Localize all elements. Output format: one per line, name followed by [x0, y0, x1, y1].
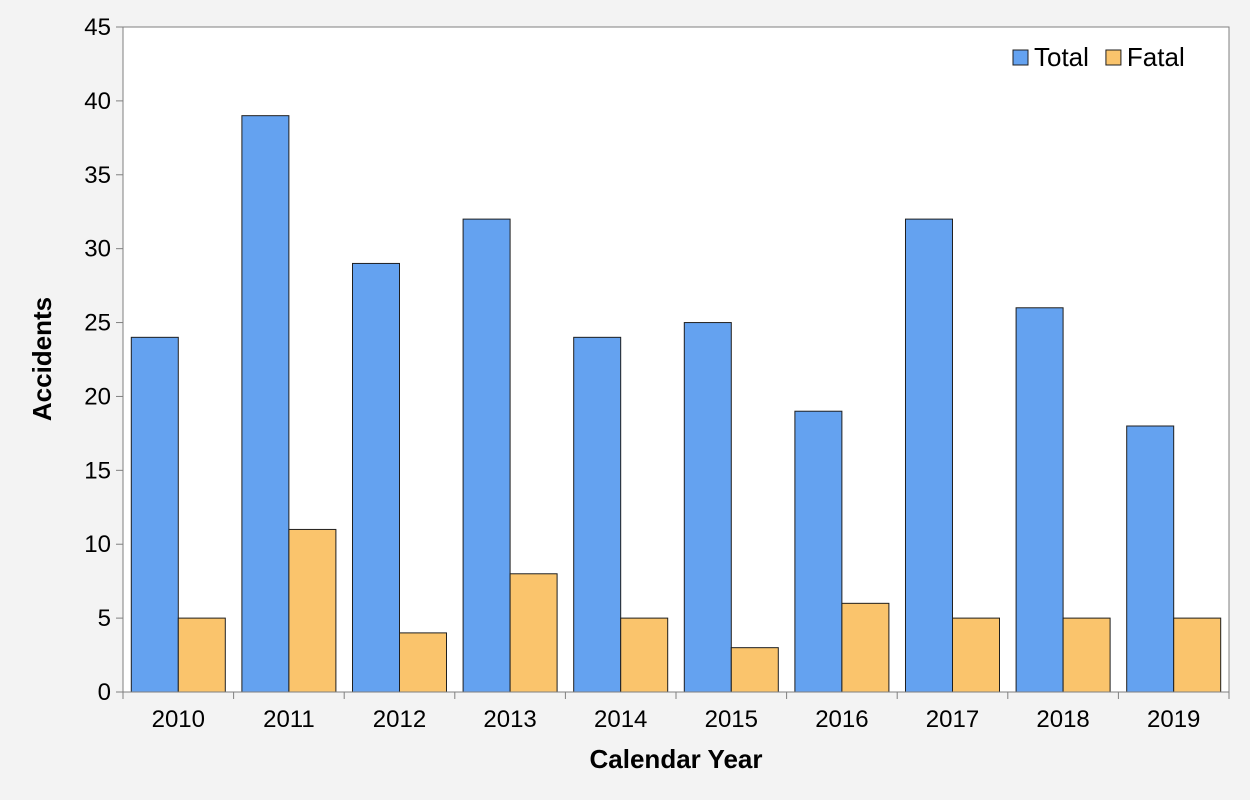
bar-fatal-2018: [1062, 617, 1111, 693]
y-tick-label-15: 15: [84, 457, 111, 484]
y-tick-label-40: 40: [84, 88, 111, 115]
bar-fatal-2010: [177, 617, 226, 693]
legend-label-fatal: Fatal: [1127, 42, 1185, 72]
y-tick-label-5: 5: [98, 605, 111, 632]
legend-swatch-total: [1012, 49, 1029, 66]
bar-total-2018: [1015, 307, 1064, 693]
x-tick-label-2014: 2014: [594, 706, 647, 733]
bar-total-2013: [462, 218, 511, 693]
axes-layer: 0 5 10 15 20 25 30 35 40 45 2010 2011 2012 2013 2014 20…: [84, 14, 1230, 733]
legend: Total Fatal: [1012, 42, 1185, 72]
x-tick-label-2017: 2017: [926, 706, 979, 733]
bar-fatal-2017: [952, 617, 1000, 693]
legend-swatch-fatal: [1105, 49, 1122, 66]
x-tick-label-2010: 2010: [152, 706, 205, 733]
bar-total-2014: [573, 336, 622, 693]
bar-fatal-2014: [620, 617, 669, 693]
x-tick-label-2013: 2013: [483, 706, 536, 733]
x-tick-label-2012: 2012: [373, 706, 426, 733]
x-tick-label-2019: 2019: [1147, 706, 1200, 733]
y-tick-label-10: 10: [84, 531, 111, 558]
y-tick-label-45: 45: [84, 14, 111, 41]
bar-total-2012: [352, 262, 400, 693]
y-tick-label-30: 30: [84, 236, 111, 263]
legend-label-total: Total: [1034, 42, 1089, 72]
y-tick-label-0: 0: [98, 679, 111, 706]
bar-fatal-2012: [399, 632, 447, 693]
x-tick-label-2016: 2016: [815, 706, 868, 733]
bar-total-2019: [1126, 425, 1175, 693]
bar-total-2015: [683, 322, 732, 693]
bar-fatal-2015: [730, 647, 779, 693]
bar-fatal-2013: [509, 573, 558, 693]
y-tick-label-35: 35: [84, 162, 111, 189]
x-axis-title: Calendar Year: [590, 744, 763, 774]
bars-layer: [130, 115, 1222, 693]
y-tick-label-25: 25: [84, 310, 111, 337]
x-tick-label-2015: 2015: [705, 706, 758, 733]
bar-fatal-2016: [841, 602, 890, 693]
bar-fatal-2019: [1173, 617, 1222, 693]
y-axis-title: Accidents: [27, 297, 57, 421]
y-tick-label-20: 20: [84, 383, 111, 410]
x-tick-label-2011: 2011: [263, 706, 315, 733]
bar-total-2011: [241, 115, 290, 693]
bar-total-2017: [904, 218, 953, 693]
bar-total-2010: [130, 336, 179, 693]
bar-fatal-2011: [288, 528, 337, 693]
x-tick-label-2018: 2018: [1036, 706, 1089, 733]
bar-total-2016: [794, 410, 843, 693]
